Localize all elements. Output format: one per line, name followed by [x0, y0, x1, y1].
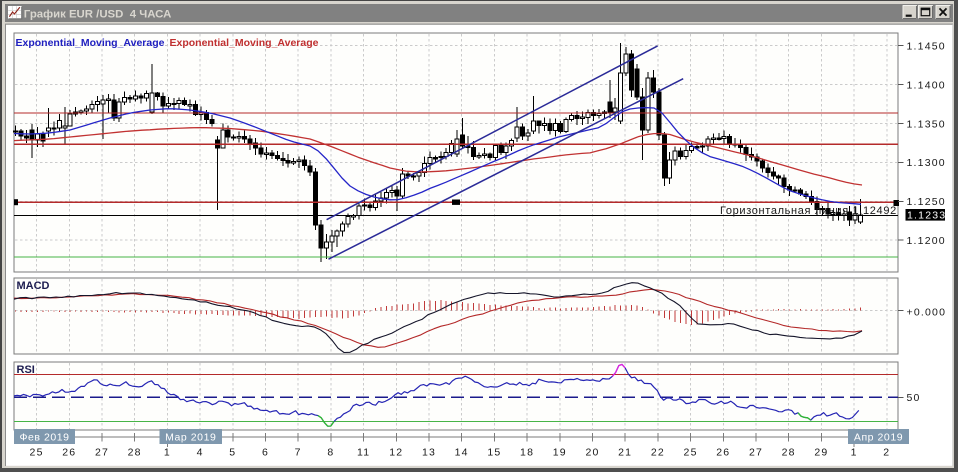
svg-text:50: 50 — [907, 392, 921, 404]
svg-text:4: 4 — [197, 446, 204, 458]
svg-text:28: 28 — [128, 446, 142, 458]
svg-text:25: 25 — [684, 446, 698, 458]
svg-text:MACD: MACD — [17, 280, 50, 292]
svg-text:Горизонтальная линия 1.12492: Горизонтальная линия 1.12492 — [720, 205, 897, 217]
svg-text:25: 25 — [30, 446, 44, 458]
svg-text:Апр 2019: Апр 2019 — [854, 431, 903, 443]
svg-text:+0.000: +0.000 — [907, 307, 947, 319]
svg-text:1: 1 — [164, 446, 171, 458]
svg-text:1.1400: 1.1400 — [907, 79, 946, 91]
svg-text:6: 6 — [262, 446, 269, 458]
svg-text:Exponential_Moving_Average: Exponential_Moving_Average — [170, 37, 319, 49]
svg-text:21: 21 — [618, 446, 632, 458]
svg-text:27: 27 — [749, 446, 763, 458]
svg-text:7: 7 — [295, 446, 302, 458]
svg-text:11: 11 — [357, 446, 370, 458]
svg-text:12: 12 — [389, 446, 403, 458]
svg-text:28: 28 — [782, 446, 796, 458]
svg-text:22: 22 — [651, 446, 665, 458]
svg-text:14: 14 — [455, 446, 469, 458]
svg-text:1.1250: 1.1250 — [907, 196, 946, 208]
svg-text:1.1350: 1.1350 — [907, 118, 946, 130]
svg-text:2: 2 — [883, 446, 890, 458]
svg-text:27: 27 — [95, 446, 109, 458]
svg-text:1.1233: 1.1233 — [907, 210, 946, 222]
svg-text:8: 8 — [327, 446, 334, 458]
svg-text:1: 1 — [851, 446, 858, 458]
svg-text:19: 19 — [553, 446, 567, 458]
svg-text:5: 5 — [229, 446, 236, 458]
svg-text:Мар 2019: Мар 2019 — [165, 431, 216, 443]
svg-text:1.1300: 1.1300 — [907, 157, 946, 169]
svg-text:15: 15 — [487, 446, 501, 458]
svg-text:1.1200: 1.1200 — [907, 235, 946, 247]
svg-text:1.1450: 1.1450 — [907, 41, 946, 53]
svg-text:Фев 2019: Фев 2019 — [19, 431, 69, 443]
svg-text:13: 13 — [422, 446, 436, 458]
svg-text:RSI: RSI — [17, 364, 35, 376]
svg-text:26: 26 — [716, 446, 730, 458]
svg-text:График EUR /USD 4 ЧАСА: График EUR /USD 4 ЧАСА — [24, 9, 172, 21]
svg-text:26: 26 — [62, 446, 76, 458]
svg-text:29: 29 — [814, 446, 828, 458]
svg-text:Exponential_Moving_Average: Exponential_Moving_Average — [16, 37, 165, 49]
svg-text:20: 20 — [585, 446, 599, 458]
svg-text:18: 18 — [520, 446, 534, 458]
